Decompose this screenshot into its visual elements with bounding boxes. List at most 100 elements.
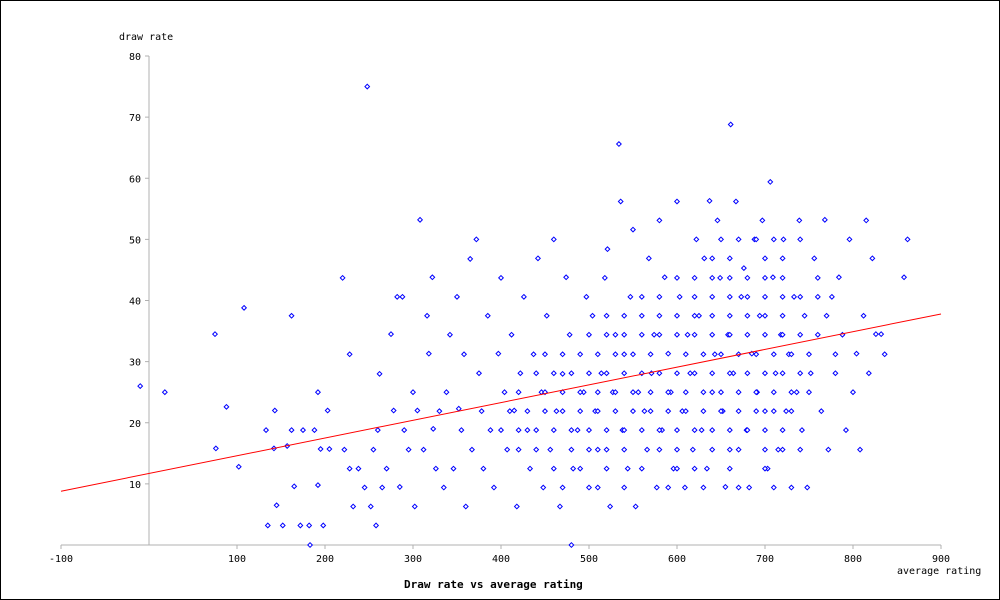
data-point (317, 446, 324, 453)
data-point (732, 198, 739, 205)
data-point (881, 351, 888, 358)
data-point (624, 465, 631, 472)
data-point (594, 484, 601, 491)
data-point (273, 502, 280, 509)
data-point (804, 484, 811, 491)
data-point (738, 293, 745, 300)
data-point (511, 407, 518, 414)
data-point (709, 293, 716, 300)
data-point (314, 389, 321, 396)
data-point (517, 370, 524, 377)
data-point (577, 408, 584, 415)
data-point (638, 427, 645, 434)
data-point (598, 370, 605, 377)
data-point (770, 351, 777, 358)
data-point (364, 83, 371, 90)
x-tick-label: 800 (844, 554, 862, 565)
data-point (878, 331, 885, 338)
data-point (772, 370, 779, 377)
data-point (443, 389, 450, 396)
data-point (271, 407, 278, 414)
data-point (706, 197, 713, 204)
data-point (744, 293, 751, 300)
data-point (621, 484, 628, 491)
data-point (487, 427, 494, 434)
data-point (709, 370, 716, 377)
y-axis-title: draw rate (119, 32, 173, 43)
data-point (559, 370, 566, 377)
data-point (559, 351, 566, 358)
data-point (665, 408, 672, 415)
data-point (376, 370, 383, 377)
data-point (409, 389, 417, 396)
data-point (761, 427, 769, 434)
data-point (770, 389, 777, 396)
data-point (617, 198, 624, 205)
data-point (722, 483, 729, 490)
data-point (513, 503, 520, 510)
data-point (603, 427, 610, 434)
data-point (709, 274, 716, 281)
data-point (709, 331, 716, 338)
data-point (425, 350, 432, 357)
data-point (527, 465, 534, 472)
data-point (394, 293, 401, 300)
data-point (691, 427, 698, 434)
data-point (387, 331, 395, 338)
data-point (793, 389, 800, 396)
data-point (691, 312, 698, 319)
data-point (635, 389, 642, 396)
data-point (727, 121, 734, 128)
data-point (726, 331, 733, 338)
data-point (601, 274, 608, 281)
data-point (506, 408, 513, 415)
data-point (263, 427, 270, 434)
data-point (615, 141, 622, 148)
data-point (638, 465, 645, 472)
data-point (684, 331, 691, 338)
data-point (603, 370, 610, 377)
data-point (656, 312, 663, 319)
data-point (399, 293, 406, 300)
data-point (726, 427, 733, 434)
data-point (656, 293, 663, 300)
data-point (645, 255, 652, 262)
data-point (842, 427, 849, 434)
data-point (717, 236, 725, 243)
data-point (543, 312, 550, 319)
x-tick-label: 200 (316, 554, 334, 565)
data-point (767, 178, 774, 185)
data-point (497, 274, 505, 281)
y-tick-label: 60 (129, 174, 141, 185)
data-point (621, 370, 628, 377)
data-point (541, 408, 549, 415)
data-point (673, 427, 681, 434)
data-point (556, 503, 563, 510)
data-point (788, 351, 795, 358)
data-point (726, 274, 733, 281)
data-point (807, 370, 814, 377)
data-point (695, 312, 703, 319)
data-point (735, 408, 742, 415)
data-point (691, 293, 698, 300)
data-point (682, 389, 689, 396)
data-point (541, 389, 549, 396)
data-point (314, 482, 321, 489)
data-point (651, 331, 658, 338)
data-point (320, 522, 327, 529)
data-point (814, 274, 821, 281)
data-point (682, 351, 689, 358)
data-point (612, 389, 619, 396)
data-point (540, 484, 547, 491)
data-point (534, 255, 541, 262)
data-point (568, 446, 575, 453)
data-point (577, 465, 584, 472)
data-point (583, 293, 590, 300)
x-tick-label: 900 (932, 554, 950, 565)
data-point (603, 465, 610, 472)
data-point (717, 274, 724, 281)
data-point (689, 446, 696, 453)
data-point (744, 274, 751, 281)
data-point (212, 445, 219, 452)
